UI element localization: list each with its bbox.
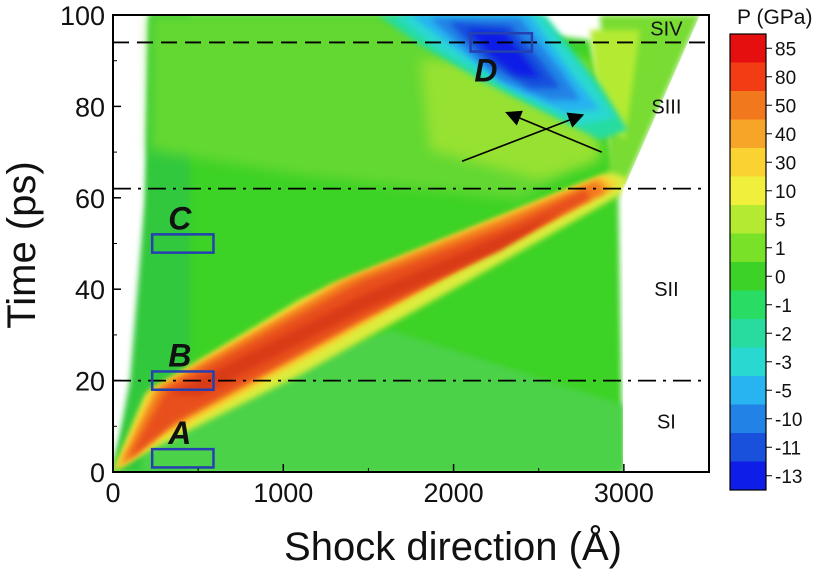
pressure-field — [113, 15, 700, 472]
y-tick-label: 20 — [75, 367, 105, 397]
colorbar-cells — [730, 34, 766, 491]
x-tick-label: 3000 — [594, 478, 654, 508]
sample-box-label: B — [168, 337, 191, 373]
region-label: SIV — [650, 19, 683, 41]
colorbar-cell — [730, 176, 766, 206]
colorbar-cell — [730, 433, 766, 462]
y-axis-ticks: 0 20 40 60 80 100 — [60, 1, 121, 488]
colorbar-level-label: -1 — [775, 296, 792, 317]
y-tick-label: 0 — [90, 458, 105, 488]
colorbar-cell — [730, 205, 766, 234]
colorbar-level-label: 10 — [775, 182, 796, 203]
colorbar-level-label: -11 — [775, 438, 801, 459]
colorbar-cell — [730, 376, 766, 405]
y-tick-label: 80 — [75, 92, 105, 122]
sample-boxes: A B C D — [150, 32, 534, 469]
colorbar-cell — [730, 319, 766, 348]
colorbar-cell — [730, 262, 766, 291]
colorbar-cell — [730, 404, 766, 434]
region-label: SIII — [651, 96, 681, 118]
y-tick-label: 40 — [75, 275, 105, 305]
colorbar-level-label: 30 — [775, 153, 796, 174]
colorbar-cell — [730, 461, 766, 491]
wave-arrow — [461, 112, 585, 162]
colorbar-cell — [730, 91, 766, 120]
sample-box-label: D — [474, 53, 497, 89]
y-tick-label: 100 — [60, 1, 105, 31]
region-boundaries — [113, 41, 709, 382]
y-axis-label: Time (ps) — [0, 161, 44, 328]
colorbar-level-label: -5 — [775, 381, 792, 402]
region-label: SI — [657, 412, 676, 434]
colorbar-level-label: 80 — [775, 68, 796, 89]
x-axis-ticks: 0 1000 2000 3000 — [105, 464, 654, 508]
sample-box-label: C — [168, 200, 192, 236]
colorbar-cell — [730, 347, 766, 377]
colorbar-cell — [730, 233, 766, 263]
colorbar-level-label: 50 — [775, 96, 796, 117]
colorbar-level-label: 1 — [775, 239, 786, 260]
x-tick-label: 2000 — [424, 478, 484, 508]
colorbar-frame — [729, 33, 767, 491]
colorbar-cell — [730, 62, 766, 92]
colorbar-title: P (GPa) — [737, 6, 812, 29]
colorbar-cell — [730, 119, 766, 149]
colorbar-cell — [730, 148, 766, 177]
colorbar-level-label: -2 — [775, 324, 792, 345]
sample-box-label: A — [167, 415, 191, 451]
wave-arrows — [461, 110, 603, 162]
y-tick-label: 60 — [75, 184, 105, 214]
x-tick-label: 0 — [105, 478, 120, 508]
free-surface-edge — [623, 15, 709, 190]
colorbar-cell — [730, 34, 766, 63]
region-labels: SI SII SIII SIV — [650, 19, 683, 434]
sample-box — [469, 32, 534, 53]
colorbar-level-label: 85 — [775, 39, 796, 60]
colorbar-level-label: 0 — [775, 267, 786, 288]
colorbar-level-label: 40 — [775, 125, 796, 146]
sample-box — [150, 447, 215, 469]
sample-box — [150, 370, 215, 391]
colorbar-cell — [730, 290, 766, 320]
region-label: SII — [654, 279, 678, 301]
colorbar-level-label: 5 — [775, 210, 786, 231]
x-tick-label: 1000 — [253, 478, 313, 508]
sample-box — [150, 233, 215, 254]
colorbar-level-label: -3 — [775, 353, 792, 374]
vacuum-region — [623, 15, 709, 472]
wave-arrow — [505, 110, 603, 153]
colorbar-level-label: -10 — [775, 410, 802, 431]
x-axis-label: Shock direction (Å) — [284, 524, 622, 569]
colorbar-level-label: -13 — [775, 467, 802, 488]
